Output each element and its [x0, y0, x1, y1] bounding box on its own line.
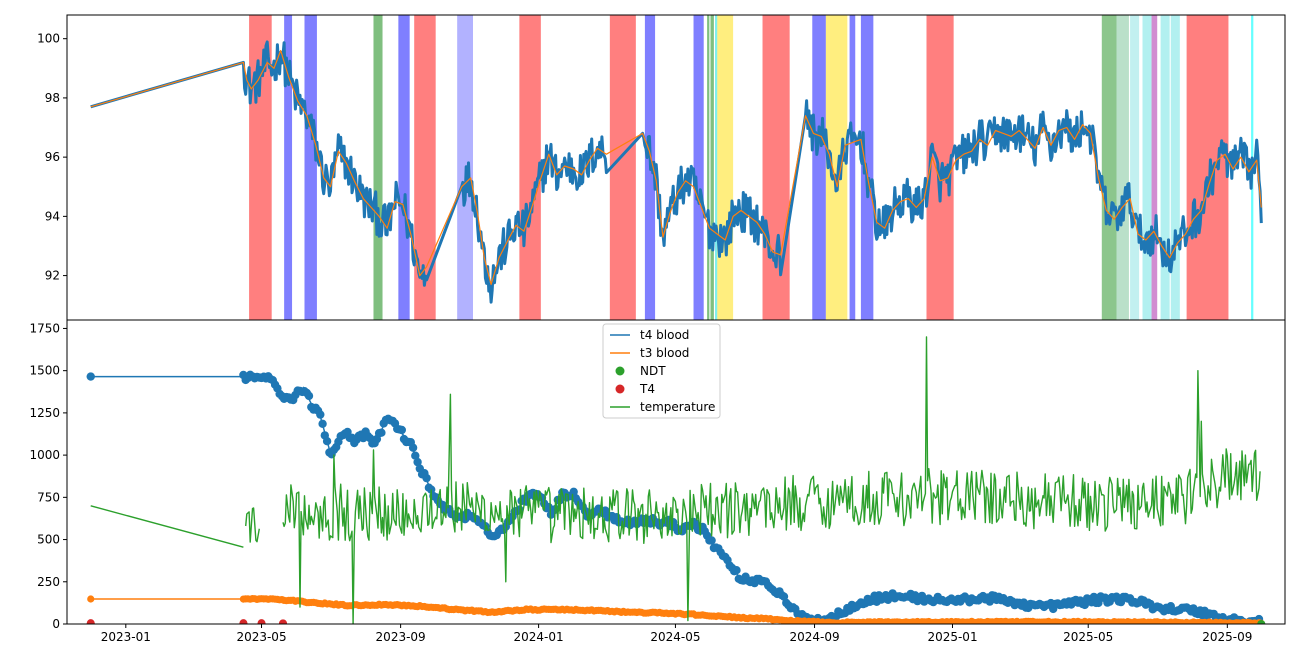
legend-box: [602, 323, 721, 419]
span-band-23: [1130, 15, 1140, 320]
span-band-7: [519, 15, 541, 320]
bottom-ytick-label: 250: [37, 575, 60, 589]
legend: t4 blood t3 blood NDT T4 temperature: [602, 323, 721, 419]
xtick-label: 2023-09: [376, 630, 426, 644]
bottom-ytick-label: 1250: [29, 406, 60, 420]
span-band-3: [373, 15, 383, 320]
axes: 9294969810002505007501000125015001750202…: [29, 14, 1286, 644]
series-t4-point-2: [257, 619, 266, 624]
legend-label-2: NDT: [640, 364, 666, 378]
span-band-22: [1116, 15, 1129, 320]
span-band-21: [1101, 15, 1117, 320]
series-t3-blood-first-point: [87, 595, 95, 603]
xtick-label: 2023-01: [101, 630, 151, 644]
span-band-15: [762, 15, 790, 320]
bottom-lines: [86, 336, 1266, 624]
series-temperature-line: [90, 336, 1261, 624]
series-t4-point-1: [239, 619, 248, 624]
series-t4-blood-first-point: [86, 372, 95, 381]
xtick-label: 2025-01: [927, 630, 977, 644]
top-lines: [90, 40, 1263, 304]
bottom-ytick-label: 1750: [29, 321, 60, 335]
xtick-label: 2023-05: [236, 630, 286, 644]
legend-label-4: temperature: [640, 400, 715, 414]
span-band-27: [1170, 15, 1180, 320]
bottom-ytick-label: 750: [37, 490, 60, 504]
series-t4-point-3: [279, 619, 288, 624]
legend-label-3: T4: [639, 382, 655, 396]
bottom-ytick-label: 500: [37, 533, 60, 547]
series-t3-blood-markers: [239, 595, 1265, 624]
span-band-4: [398, 15, 410, 320]
top-smooth-line: [90, 49, 1262, 286]
top-ytick-label: 92: [45, 269, 60, 283]
span-band-17: [825, 15, 848, 320]
top-ytick-label: 100: [37, 32, 60, 46]
legend-swatch-3: [615, 384, 625, 394]
span-band-8: [609, 15, 636, 320]
legend-swatch-2: [615, 366, 625, 376]
span-band-12: [710, 15, 714, 320]
bottom-ytick-label: 1500: [29, 364, 60, 378]
top-spans: [249, 15, 1254, 320]
xtick-label: 2025-05: [1063, 630, 1113, 644]
xtick-label: 2024-09: [789, 630, 839, 644]
top-main-line: [90, 40, 1263, 304]
span-band-28: [1186, 15, 1229, 320]
xtick-label: 2024-05: [650, 630, 700, 644]
span-band-16: [812, 15, 826, 320]
xtick-label: 2025-09: [1202, 630, 1252, 644]
span-band-10: [693, 15, 704, 320]
span-band-18: [849, 15, 856, 320]
span-band-14: [717, 15, 734, 320]
span-band-1: [284, 15, 293, 320]
legend-label-0: t4 blood: [640, 328, 689, 342]
legend-label-1: t3 blood: [640, 346, 689, 360]
bottom-axes-frame: [66, 319, 1286, 625]
span-band-13: [715, 15, 718, 320]
bottom-ytick-label: 1000: [29, 448, 60, 462]
span-band-24: [1142, 15, 1152, 320]
series-t4-point-0: [86, 619, 95, 624]
bottom-ytick-label: 0: [52, 617, 60, 631]
top-ytick-label: 98: [45, 91, 60, 105]
span-band-26: [1160, 15, 1170, 320]
top-ytick-label: 96: [45, 150, 60, 164]
span-band-11: [707, 15, 710, 320]
span-band-25: [1151, 15, 1158, 320]
span-band-5: [414, 15, 436, 320]
top-ytick-label: 94: [45, 209, 60, 223]
series-ndt-point-2: [1257, 620, 1266, 624]
xtick-label: 2024-01: [514, 630, 564, 644]
span-band-2: [304, 15, 317, 320]
